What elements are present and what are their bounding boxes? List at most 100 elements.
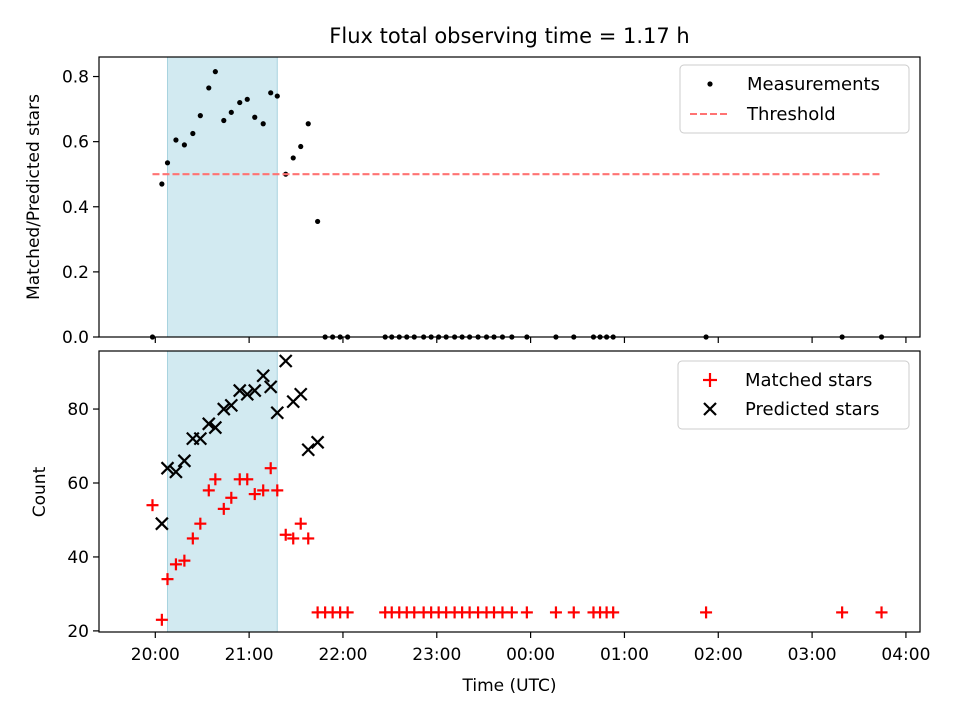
matched-star-point: [169, 558, 182, 571]
ratio-legend: Measurements Threshold: [679, 64, 910, 134]
count-axes-frame: [98, 350, 921, 633]
predicted-star-point: [155, 516, 169, 531]
measurement-point: [268, 90, 274, 96]
count-ytick-label: 40: [67, 548, 89, 568]
measurement-point: [305, 121, 311, 127]
xtick-label: 03:00: [788, 645, 837, 665]
predicted-star-point: [169, 465, 183, 479]
measurement-point: [159, 181, 165, 187]
matched-star-point: [700, 606, 713, 619]
measurement-point: [212, 69, 218, 75]
measurement-point: [181, 142, 187, 148]
predicted-star-point: [301, 442, 316, 457]
matched-star-point: [302, 532, 315, 545]
legend-marker-measurements: [707, 81, 713, 87]
matched-star-point: [836, 606, 849, 619]
ratio-ytick-label: 0.6: [62, 133, 89, 153]
chart-title: Flux total observing time = 1.17 h: [329, 24, 689, 48]
matched-star-point: [225, 491, 238, 504]
count-panel: 20 40 60 80 20:00 21:00 22:00 23:00 00:00 01:00 0…: [30, 350, 930, 696]
xtick-label: 21:00: [225, 645, 274, 665]
predicted-star-point: [177, 454, 192, 468]
legend-label-measurements: Measurements: [747, 74, 880, 95]
predicted-star-point: [160, 461, 175, 475]
legend-label-predicted: Predicted stars: [745, 399, 879, 420]
measurement-point: [197, 113, 203, 119]
x-axis-label: Time (UTC): [462, 676, 557, 696]
measurement-point: [237, 99, 243, 106]
matched-star-point: [209, 473, 222, 486]
predicted-star-point: [202, 417, 216, 431]
measurement-point: [221, 117, 227, 124]
measurement-point: [244, 96, 250, 102]
measurement-point: [260, 121, 266, 127]
matched-star-point: [294, 517, 307, 530]
count-ytick-label: 20: [67, 622, 89, 642]
legend-label-threshold: Threshold: [746, 104, 836, 125]
measurement-point: [274, 93, 280, 99]
measurement-point: [298, 143, 304, 150]
predicted-star-point: [270, 405, 285, 420]
measurement-point: [206, 85, 212, 91]
matched-star-point: [341, 606, 354, 619]
predicted-star-point: [208, 420, 223, 435]
ratio-panel: 0.0 0.2 0.4 0.6 0.8 Flux total observing tim…: [24, 24, 921, 348]
measurement-point: [173, 137, 179, 143]
ratio-ytick-label: 0.2: [62, 263, 89, 283]
count-y-axis-label: Count: [30, 466, 50, 517]
legend-marker-predicted: [703, 402, 717, 416]
matched-star-point: [257, 484, 270, 497]
predicted-star-point: [278, 354, 293, 368]
count-legend: Matched stars Predicted stars: [677, 360, 910, 430]
matched-star-point: [178, 554, 191, 567]
predicted-star-point: [193, 431, 208, 446]
ratio-y-axis-label: Matched/Predicted stars: [24, 94, 44, 300]
measurement-point: [190, 130, 196, 137]
xtick-label: 04:00: [881, 645, 930, 665]
xtick-label: 02:00: [694, 645, 743, 665]
predicted-star-point: [224, 398, 239, 413]
ratio-ytick-label: 0.0: [62, 328, 89, 348]
ratio-ytick-label: 0.4: [62, 198, 89, 218]
matched-star-point: [264, 462, 277, 475]
measurement-point: [164, 160, 171, 166]
xtick-label: 01:00: [600, 645, 649, 665]
count-highlight-span: [166, 350, 278, 633]
measurement-point: [252, 114, 258, 120]
predicted-star-point: [247, 383, 262, 398]
matched-star-point: [217, 502, 230, 515]
matched-star-point: [549, 606, 562, 619]
predicted-star-point: [256, 368, 270, 383]
matched-star-point: [186, 532, 199, 545]
predicted-star-point: [263, 380, 278, 394]
matched-star-point: [155, 613, 168, 626]
matched-star-point: [875, 606, 888, 619]
ratio-ytick-label: 0.8: [62, 68, 89, 88]
xtick-label: 22:00: [318, 645, 367, 665]
xtick-label: 23:00: [412, 645, 461, 665]
matched-star-point: [287, 532, 300, 545]
matched-star-point: [194, 517, 207, 530]
matched-star-point: [271, 484, 284, 497]
measurement-point: [228, 109, 234, 115]
legend-label-matched: Matched stars: [745, 370, 872, 391]
measurement-point: [315, 218, 321, 225]
matched-star-point: [607, 606, 620, 619]
matched-star-point: [520, 606, 533, 619]
legend-marker-matched: [703, 373, 717, 387]
ratio-axes-frame: [98, 56, 921, 338]
measurement-point: [290, 155, 296, 161]
predicted-star-point: [310, 435, 325, 450]
predicted-star-point: [217, 402, 231, 416]
count-ytick-label: 60: [67, 474, 89, 494]
predicted-star-point: [232, 383, 247, 398]
predicted-star-point: [240, 387, 255, 402]
matched-star-point: [161, 573, 174, 586]
matched-star-point: [505, 606, 518, 619]
matched-star-point: [202, 484, 215, 497]
count-ytick-label: 80: [67, 400, 89, 420]
matched-star-point: [279, 528, 292, 541]
matched-star-point: [241, 473, 254, 486]
xtick-label: 00:00: [506, 645, 555, 665]
